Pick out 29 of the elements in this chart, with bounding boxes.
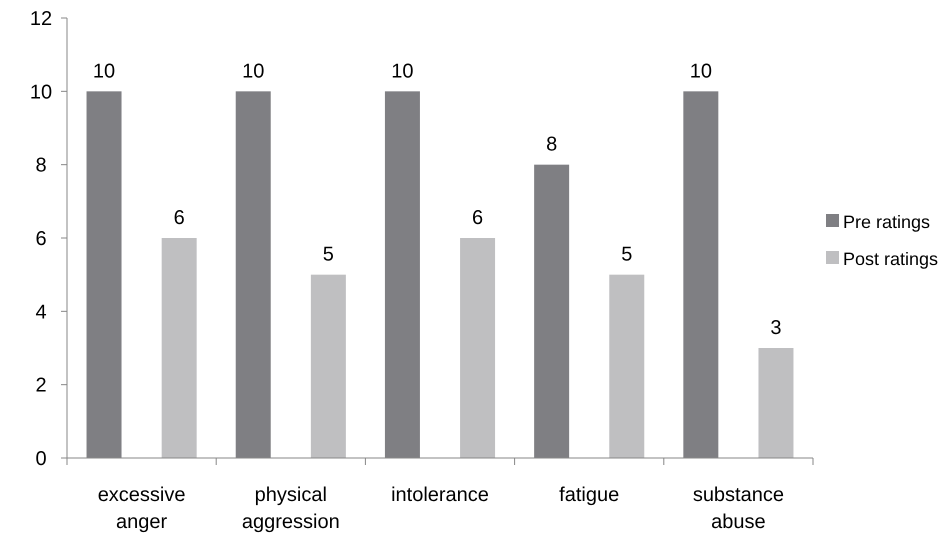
x-tick-label: intolerance <box>391 484 489 506</box>
data-label: 8 <box>546 134 558 156</box>
data-label: 10 <box>242 60 264 82</box>
x-tick-label: fatigue <box>559 484 620 506</box>
x-tick-label: substance abuse <box>692 484 784 533</box>
bar <box>310 274 346 458</box>
bar <box>460 238 496 458</box>
legend-label: Post ratings <box>843 249 938 269</box>
x-tick-label: physical aggression <box>242 484 340 533</box>
bar <box>758 348 794 458</box>
legend-label: Pre ratings <box>843 212 930 232</box>
data-label: 10 <box>690 60 712 82</box>
data-label: 10 <box>391 60 414 82</box>
y-tick-label: 4 <box>35 301 47 324</box>
data-label: 5 <box>621 244 632 266</box>
bar <box>609 274 644 458</box>
x-tick-label: excessive anger <box>98 484 186 533</box>
data-label: 6 <box>472 207 484 229</box>
bar <box>162 238 197 458</box>
data-label: 5 <box>322 244 334 266</box>
data-label: 6 <box>174 207 185 229</box>
y-tick-label: 12 <box>30 8 52 30</box>
y-tick-label: 0 <box>35 448 47 470</box>
y-tick-label: 2 <box>35 374 47 397</box>
y-tick-label: 8 <box>35 154 47 177</box>
y-tick-label: 10 <box>30 81 52 104</box>
y-tick-label: 6 <box>35 228 47 250</box>
data-label: 10 <box>92 60 116 82</box>
data-label: 3 <box>770 317 782 339</box>
